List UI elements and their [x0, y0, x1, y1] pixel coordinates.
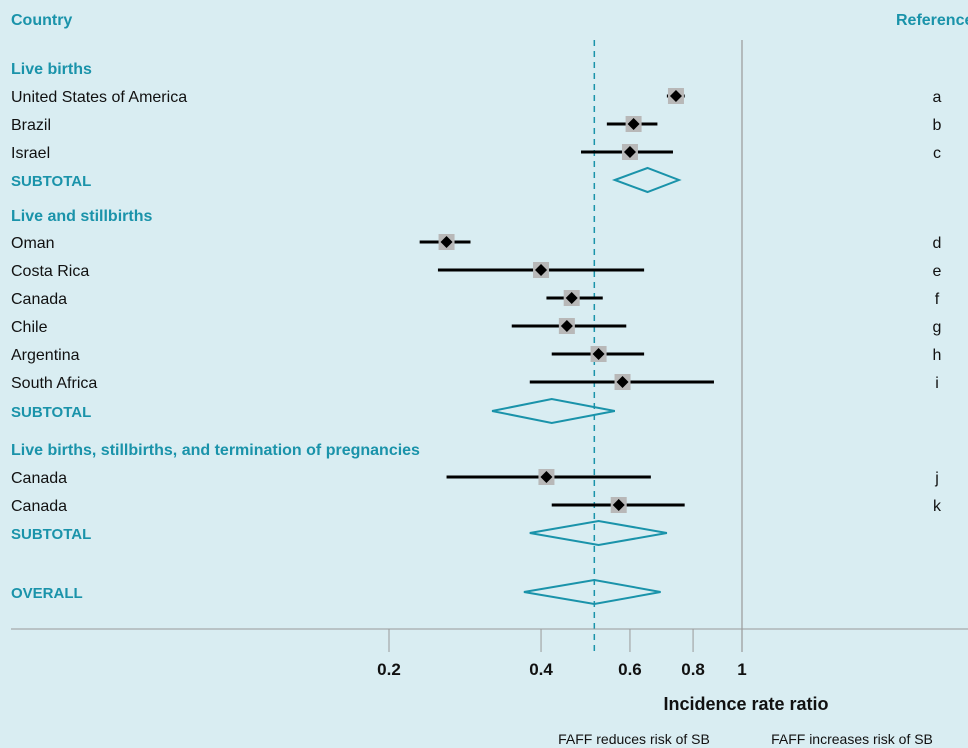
group-title: Live and stillbirths	[11, 208, 152, 225]
overall-diamond	[523, 578, 661, 606]
study-rows: Live births United States of America a Braz…	[11, 61, 942, 606]
direction-note-right: FAFF increases risk of SB	[771, 731, 933, 747]
study-country-label: Brazil	[11, 117, 51, 134]
point-estimate-marker	[565, 292, 578, 304]
study-country-label: Argentina	[11, 347, 80, 364]
study-reference-label: c	[933, 145, 941, 162]
subtotal-diamond	[529, 519, 668, 547]
subtotal-label: SUBTOTAL	[11, 173, 91, 190]
study-country-label: Oman	[11, 235, 55, 252]
study-reference-label: g	[933, 319, 942, 336]
study-country-label: Israel	[11, 145, 50, 162]
country-column-header: Country	[11, 12, 72, 29]
point-estimate-marker	[616, 376, 629, 388]
study-country-label: South Africa	[11, 375, 97, 392]
study-reference-label: h	[933, 347, 942, 364]
group-title: Live births	[11, 61, 92, 78]
study-country-label: Canada	[11, 470, 67, 487]
point-estimate-marker	[560, 320, 573, 332]
point-estimate-marker	[623, 146, 636, 158]
study-reference-label: b	[933, 117, 942, 134]
study-country-label: Canada	[11, 498, 67, 515]
point-estimate-marker	[535, 264, 548, 276]
subtotal-label: SUBTOTAL	[11, 526, 91, 543]
x-axis-ticks: 0.2 0.4 0.6 0.8 1	[377, 629, 747, 679]
subtotal-diamond	[491, 397, 616, 425]
study-country-label: Chile	[11, 319, 48, 336]
study-reference-label: k	[933, 498, 942, 515]
study-country-label: Canada	[11, 291, 67, 308]
x-tick-label: 1	[737, 660, 746, 679]
point-estimate-marker	[440, 236, 453, 248]
subtotal-label: SUBTOTAL	[11, 404, 91, 421]
study-reference-label: e	[933, 263, 942, 280]
study-reference-label: i	[935, 375, 939, 392]
x-tick-label: 0.4	[529, 660, 553, 679]
overall-label: OVERALL	[11, 585, 83, 602]
study-country-label: United States of America	[11, 89, 187, 106]
subtotal-diamond	[611, 166, 682, 194]
reference-column-header: Reference	[896, 12, 968, 29]
point-estimate-marker	[540, 471, 553, 483]
group-title: Live births, stillbirths, and terminatio…	[11, 442, 420, 459]
study-reference-label: j	[934, 470, 939, 487]
x-tick-label: 0.2	[377, 660, 401, 679]
study-reference-label: a	[933, 89, 942, 106]
study-country-label: Costa Rica	[11, 263, 89, 280]
x-axis-title: Incidence rate ratio	[663, 694, 828, 714]
x-tick-label: 0.6	[618, 660, 642, 679]
point-estimate-marker	[627, 118, 640, 130]
point-estimate-marker	[592, 348, 605, 360]
point-estimate-marker	[612, 499, 625, 511]
study-reference-label: d	[933, 235, 942, 252]
x-tick-label: 0.8	[681, 660, 705, 679]
study-reference-label: f	[935, 291, 940, 308]
direction-note-left: FAFF reduces risk of SB	[558, 731, 710, 747]
point-estimate-marker	[669, 90, 682, 102]
